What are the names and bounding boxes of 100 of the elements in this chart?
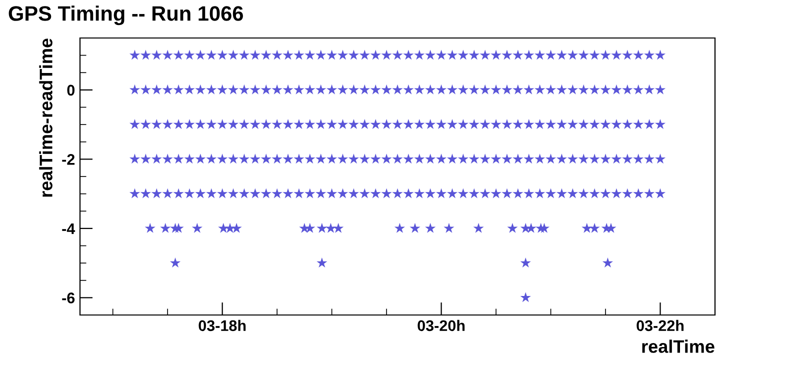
point — [589, 50, 600, 60]
point — [578, 50, 589, 60]
point — [633, 188, 644, 198]
point — [238, 84, 250, 94]
point — [359, 84, 370, 94]
point — [381, 188, 392, 198]
point — [578, 119, 589, 130]
chart-title: GPS Timing -- Run 1066 — [8, 6, 243, 26]
point — [622, 188, 633, 198]
point — [260, 119, 272, 130]
point — [337, 188, 348, 198]
point — [316, 154, 326, 164]
point — [403, 84, 414, 94]
point — [458, 119, 468, 130]
point — [600, 50, 611, 60]
point — [578, 154, 589, 164]
point — [151, 154, 162, 164]
point — [151, 50, 162, 60]
point — [490, 84, 502, 94]
point — [184, 119, 195, 130]
point — [238, 119, 250, 130]
point — [228, 50, 239, 60]
point — [140, 154, 151, 164]
point — [468, 154, 480, 164]
point — [589, 84, 600, 94]
point — [250, 154, 260, 164]
point — [545, 154, 556, 164]
point — [173, 84, 184, 94]
point — [622, 84, 633, 94]
point — [611, 119, 622, 130]
point — [195, 188, 206, 198]
point — [316, 50, 326, 60]
point — [644, 50, 655, 60]
point — [272, 84, 282, 94]
point — [633, 84, 644, 94]
point — [217, 154, 228, 164]
point — [370, 154, 381, 164]
point — [304, 50, 316, 60]
point — [217, 119, 228, 130]
point — [238, 50, 250, 60]
point — [644, 154, 655, 164]
point — [195, 84, 206, 94]
point — [282, 188, 294, 198]
point — [524, 84, 534, 94]
point — [282, 154, 294, 164]
point — [348, 50, 359, 60]
point — [162, 119, 173, 130]
point — [359, 50, 370, 60]
point — [556, 119, 568, 130]
point — [326, 119, 338, 130]
point — [250, 84, 260, 94]
point — [633, 154, 644, 164]
point — [545, 119, 556, 130]
point — [228, 119, 239, 130]
point — [545, 50, 556, 60]
point — [414, 50, 425, 60]
point — [622, 119, 633, 130]
point — [217, 188, 228, 198]
point — [578, 84, 589, 94]
point — [173, 188, 184, 198]
point — [272, 188, 282, 198]
point — [414, 154, 425, 164]
point — [436, 154, 447, 164]
point — [436, 188, 447, 198]
point — [468, 50, 480, 60]
point — [381, 154, 392, 164]
point — [512, 84, 524, 94]
point — [622, 50, 633, 60]
point — [129, 50, 140, 60]
point — [490, 154, 502, 164]
y-axis-title: realTime-readTime — [39, 38, 52, 197]
point — [468, 84, 480, 94]
point — [260, 84, 272, 94]
point — [129, 188, 140, 198]
point — [556, 84, 568, 94]
point — [129, 154, 140, 164]
point — [446, 188, 458, 198]
point — [162, 84, 173, 94]
point — [589, 188, 600, 198]
point — [238, 188, 250, 198]
point — [228, 84, 239, 94]
point — [184, 188, 195, 198]
point — [633, 119, 644, 130]
y-tick-label: -6 — [62, 292, 75, 304]
point — [348, 84, 359, 94]
point — [524, 154, 534, 164]
point — [129, 119, 140, 130]
point — [206, 154, 217, 164]
point — [502, 84, 512, 94]
point — [512, 50, 524, 60]
point — [611, 154, 622, 164]
point — [282, 84, 294, 94]
point — [644, 84, 655, 94]
point — [381, 50, 392, 60]
point — [414, 119, 425, 130]
point — [654, 50, 666, 60]
point — [589, 154, 600, 164]
point — [556, 188, 568, 198]
point — [392, 84, 403, 94]
point — [611, 188, 622, 198]
